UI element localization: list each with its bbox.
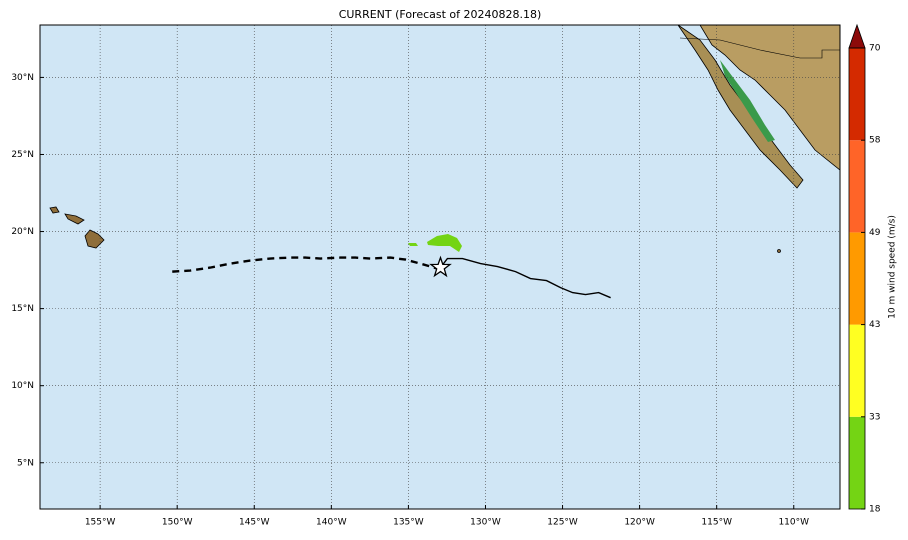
land xyxy=(49,24,841,253)
x-tick-label: 150°W xyxy=(162,518,193,528)
colorbar-segment xyxy=(849,416,865,509)
colorbar-tick-label: 70 xyxy=(869,44,881,54)
island xyxy=(777,249,781,253)
baja xyxy=(677,24,804,189)
vegetation xyxy=(720,60,775,142)
x-tick-label: 115°W xyxy=(701,518,732,528)
colorbar-segment xyxy=(849,48,865,141)
track-line xyxy=(172,256,438,273)
colorbar-label: 10 m wind speed (m/s) xyxy=(888,215,898,319)
y-tick-label: 10°N xyxy=(11,381,34,391)
colorbar-segment xyxy=(849,140,865,233)
x-tick-label: 110°W xyxy=(778,518,809,528)
colorbar-frame xyxy=(848,47,866,510)
storm-marker xyxy=(429,255,452,278)
x-tick-label: 155°W xyxy=(85,518,116,528)
island xyxy=(49,206,60,214)
y-tick-label: 20°N xyxy=(11,227,34,237)
colorbar-tick-label: 49 xyxy=(869,228,881,238)
wind-swath xyxy=(408,234,462,252)
y-tick-label: 15°N xyxy=(11,304,34,314)
x-tick-label: 120°W xyxy=(624,518,655,528)
colorbar-segment xyxy=(849,324,865,417)
x-tick-label: 145°W xyxy=(239,518,270,528)
tracks xyxy=(172,256,611,299)
island xyxy=(84,229,105,249)
track-line xyxy=(439,257,611,299)
x-tick-label: 140°W xyxy=(316,518,347,528)
y-tick-label: 30°N xyxy=(11,73,34,83)
chart-title: CURRENT (Forecast of 20240828.18) xyxy=(339,8,542,21)
x-tick-label: 125°W xyxy=(547,518,578,528)
y-tick-label: 5°N xyxy=(17,458,34,468)
colorbar-tick-label: 18 xyxy=(869,505,881,515)
colorbar-segment xyxy=(849,232,865,325)
grid xyxy=(40,25,840,509)
x-tick-label: 130°W xyxy=(470,518,501,528)
x-tick-label: 135°W xyxy=(393,518,424,528)
colorbar-tick-label: 33 xyxy=(869,412,880,422)
border xyxy=(679,37,840,59)
island xyxy=(64,213,85,225)
colorbar-extend xyxy=(848,23,866,49)
colorbar-tick-label: 43 xyxy=(869,320,880,330)
y-tick-label: 25°N xyxy=(11,150,34,160)
colorbar-tick-label: 58 xyxy=(869,136,881,146)
plot-frame xyxy=(39,24,841,510)
